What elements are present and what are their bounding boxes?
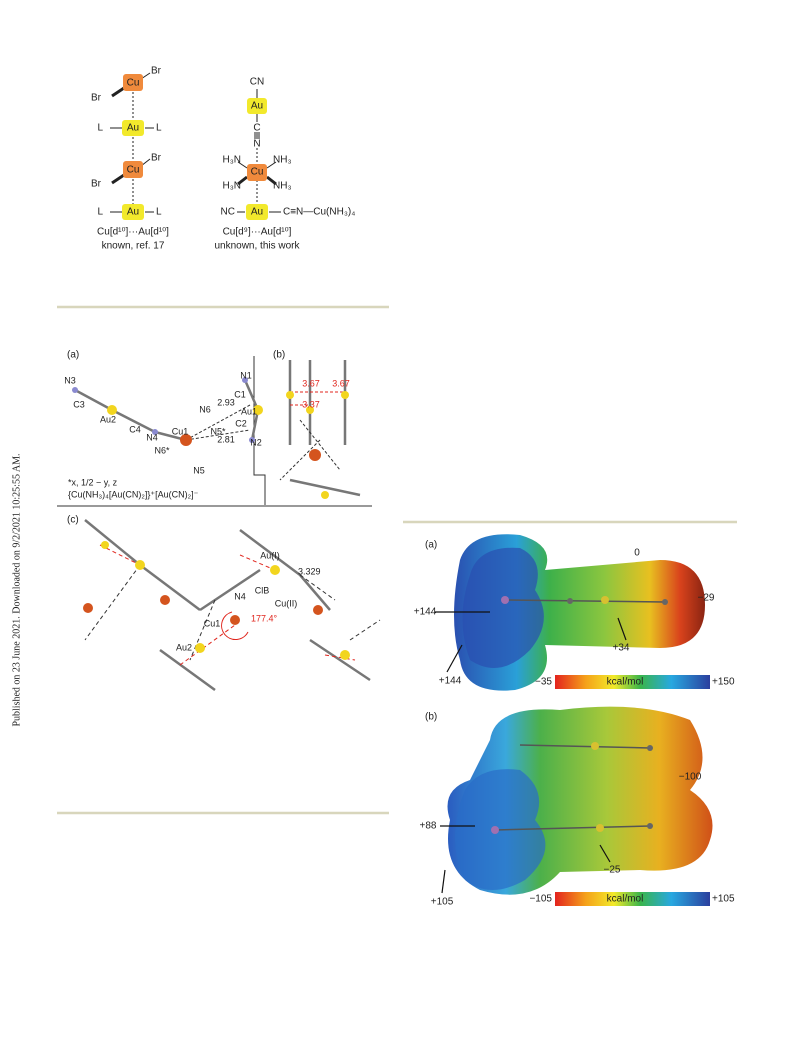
atom-label: Au1: [241, 406, 257, 416]
atom-label: N3: [64, 375, 76, 385]
atom-label: Cu(II): [275, 598, 298, 608]
scheme-caption: Cu[d¹⁰]···Au[d¹⁰]: [97, 227, 169, 238]
distance-label: 3.37: [302, 399, 320, 409]
esp-value: −29: [698, 593, 715, 604]
atom-label: C4: [129, 424, 141, 434]
atom-label: Au2: [100, 414, 116, 424]
panel-tag: (c): [67, 515, 79, 526]
atom-label: Cu1: [204, 618, 221, 628]
scheme-label: C: [253, 123, 260, 134]
side-note: Published on 23 June 2021. Downloaded on…: [11, 453, 22, 726]
scale-max: +150: [712, 677, 735, 688]
atom-label: N6*: [154, 445, 170, 455]
atom-label: N6: [199, 404, 211, 414]
scheme-label: Cu: [127, 78, 140, 89]
scale-max: +105: [712, 894, 735, 905]
atom-label: 3.329: [298, 566, 321, 576]
scheme-label: H₃N: [222, 155, 241, 166]
scheme-label: Au: [127, 207, 139, 218]
scheme-label: Br: [91, 179, 102, 190]
atom-label: C3: [73, 399, 85, 409]
rules: [57, 305, 737, 815]
panel-tag: (b): [425, 712, 437, 723]
atom-label: C2: [235, 418, 247, 428]
scheme-caption: Cu[d⁹]···Au[d¹⁰]: [223, 227, 292, 238]
atom-label: ClB: [255, 585, 270, 595]
scheme-atom-boxes: [122, 74, 268, 220]
scheme-label: NH₃: [273, 155, 292, 166]
scheme-label: Br: [91, 93, 102, 104]
esp-maps: [435, 534, 713, 906]
scheme-note: unknown, this work: [214, 241, 300, 252]
atom-label: N4: [146, 432, 158, 442]
esp-value: +144: [439, 676, 462, 687]
atom-label: N5: [193, 465, 205, 475]
scale-min: −105: [529, 894, 552, 905]
scheme-label: Au: [127, 123, 139, 134]
scheme-label: L: [156, 123, 162, 134]
scheme-label: Br: [151, 66, 162, 77]
scheme-label: Cu: [251, 167, 264, 178]
esp-value: −100: [679, 772, 702, 783]
scheme-label: Br: [151, 153, 162, 164]
symmetry-note: *x, 1/2 − y, z: [68, 477, 118, 487]
atom-label: C1: [234, 389, 246, 399]
distance-label: 3.67: [332, 378, 350, 388]
distance-label: 3.67: [302, 378, 320, 388]
panel-tag: (a): [67, 350, 79, 361]
scheme-label: N: [253, 139, 260, 150]
scheme-note: known, ref. 17: [102, 241, 165, 252]
scheme-label: NC: [221, 207, 235, 218]
scheme-label: NH₃: [273, 181, 292, 192]
scheme-label: L: [97, 123, 103, 134]
atom-label: 2.93: [217, 397, 235, 407]
atom-label: 177.4°: [251, 613, 278, 623]
scheme-label: CN: [250, 77, 264, 88]
esp-value: +144: [414, 607, 437, 618]
scale-unit: kcal/mol: [607, 677, 644, 688]
atom-label: 2.81: [217, 434, 235, 444]
atom-label: Cu1: [172, 426, 189, 436]
scheme-label: Au: [251, 101, 263, 112]
scheme-label: H₃N: [222, 181, 241, 192]
atom-label: N4: [234, 591, 246, 601]
scale-unit: kcal/mol: [607, 894, 644, 905]
scale-min: −35: [535, 677, 552, 688]
scheme-bonds: [110, 72, 281, 213]
panel-tag: (b): [273, 350, 285, 361]
scheme-label: Au: [251, 207, 263, 218]
formula: {Cu(NH₃)₄[Au(CN)₂]}⁺[Au(CN)₂]⁻: [68, 489, 199, 499]
atom-label: N1: [240, 370, 252, 380]
structure-drawing: [57, 356, 381, 692]
scheme-label: L: [97, 207, 103, 218]
esp-value: +34: [613, 643, 630, 654]
atom-label: Au(I): [260, 550, 280, 560]
atom-label: N2: [250, 437, 262, 447]
esp-value: 0: [634, 548, 640, 559]
atom-label: Au2: [176, 642, 192, 652]
scheme-label: L: [156, 207, 162, 218]
atom-label: N5*: [210, 426, 226, 436]
esp-value: +88: [420, 821, 437, 832]
esp-value: +105: [431, 897, 454, 908]
esp-value: −25: [604, 865, 621, 876]
scheme-label: Cu: [127, 165, 140, 176]
scheme-label: C≡N—Cu(NH₃)₄: [283, 207, 355, 218]
panel-tag: (a): [425, 540, 437, 551]
